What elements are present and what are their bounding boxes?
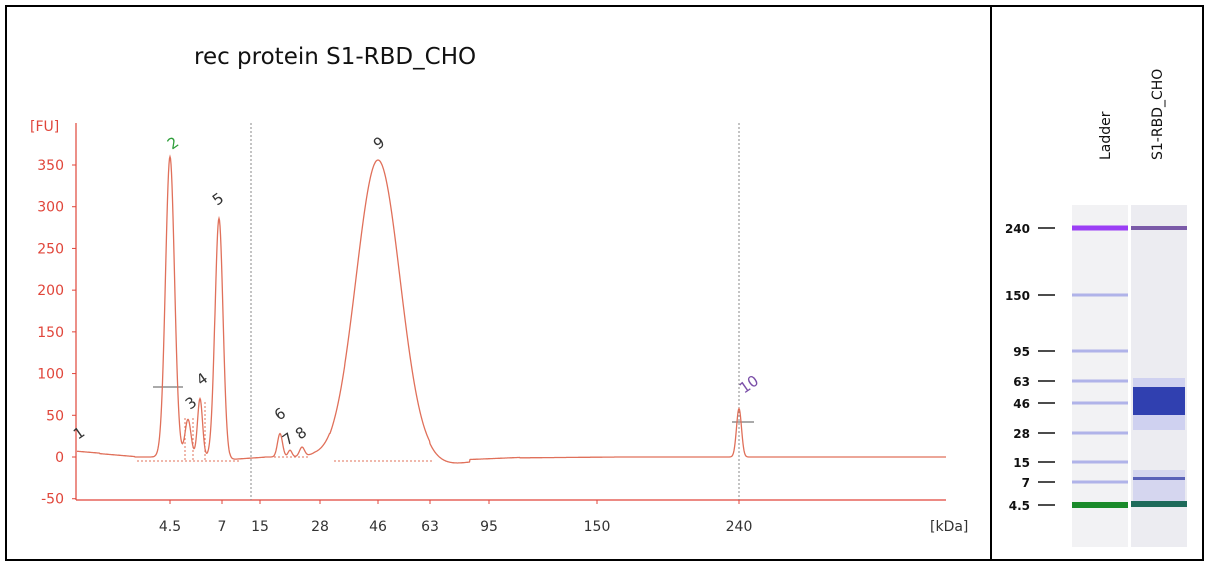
gel-marker-label: 46 bbox=[1013, 397, 1030, 411]
gel-lane-label: Ladder bbox=[1098, 111, 1114, 160]
gel-marker-label: 7 bbox=[1022, 476, 1030, 490]
y-tick-label: 200 bbox=[37, 283, 64, 299]
gel-lane-labels: Ladder S1-RBD_CHO bbox=[1098, 69, 1166, 160]
panel-divider bbox=[990, 5, 992, 561]
electropherogram-trace bbox=[76, 154, 946, 464]
y-ticks: -50 0 50 100 150 200 250 300 350 bbox=[37, 158, 76, 508]
peak-height-markers bbox=[153, 386, 754, 423]
gel-marker-label: 95 bbox=[1013, 345, 1030, 359]
y-tick-label: 150 bbox=[37, 325, 64, 341]
x-tick-label: 240 bbox=[726, 519, 753, 535]
ladder-band bbox=[1072, 401, 1128, 405]
gel-lanes bbox=[1072, 225, 1187, 508]
peak-baselines bbox=[137, 402, 432, 462]
ladder-band bbox=[1072, 460, 1128, 464]
x-tick-label: 28 bbox=[311, 519, 329, 535]
ladder-band bbox=[1072, 431, 1128, 435]
gel-lane-label: S1-RBD_CHO bbox=[1150, 69, 1166, 160]
y-tick-label: 350 bbox=[37, 158, 64, 174]
x-tick-label: 95 bbox=[480, 519, 498, 535]
chart-title: rec protein S1-RBD_CHO bbox=[194, 44, 477, 70]
peak-label: 1 bbox=[70, 423, 88, 443]
ladder-band bbox=[1072, 293, 1128, 297]
figure-frame bbox=[5, 5, 1204, 561]
sample-band bbox=[1131, 226, 1187, 230]
gel-marker-label: 63 bbox=[1013, 375, 1030, 389]
peak-label: 2 bbox=[164, 133, 182, 153]
x-axis-label: [kDa] bbox=[930, 519, 968, 535]
peak-label: 9 bbox=[370, 133, 388, 153]
ladder-band bbox=[1072, 502, 1128, 508]
sample-band bbox=[1131, 501, 1187, 507]
gel-marker-label: 150 bbox=[1005, 289, 1030, 303]
ladder-band bbox=[1072, 349, 1128, 353]
ladder-band bbox=[1072, 480, 1128, 484]
ladder-band bbox=[1072, 379, 1128, 383]
x-tick-label: 46 bbox=[369, 519, 387, 535]
gel-marker-label: 15 bbox=[1013, 456, 1030, 470]
peak-label: 8 bbox=[292, 423, 310, 443]
y-tick-label: 300 bbox=[37, 200, 64, 216]
x-tick-label: 150 bbox=[584, 519, 611, 535]
y-tick-label: -50 bbox=[41, 492, 64, 508]
sample-band bbox=[1133, 477, 1185, 480]
gel-marker-label: 28 bbox=[1013, 427, 1030, 441]
y-tick-label: 100 bbox=[37, 367, 64, 383]
x-tick-label: 7 bbox=[218, 519, 227, 535]
peak-label: 10 bbox=[736, 372, 762, 398]
peak-label: 5 bbox=[209, 189, 227, 209]
peak-label: 3 bbox=[182, 393, 200, 413]
peak-label: 6 bbox=[271, 404, 289, 424]
y-tick-label: 50 bbox=[46, 408, 64, 424]
gel-image bbox=[1072, 205, 1187, 547]
gel-markers: 240 150 95 63 46 28 15 7 4.5 bbox=[1005, 222, 1055, 513]
y-tick-label: 250 bbox=[37, 241, 64, 257]
y-tick-label: 0 bbox=[55, 450, 64, 466]
x-tick-label: 63 bbox=[421, 519, 439, 535]
x-tick-label: 4.5 bbox=[159, 519, 181, 535]
gel-marker-label: 4.5 bbox=[1009, 499, 1030, 513]
gel-marker-label: 240 bbox=[1005, 222, 1030, 236]
x-tick-label: 15 bbox=[251, 519, 269, 535]
peak-label: 4 bbox=[193, 369, 211, 389]
gel-background bbox=[1072, 205, 1128, 547]
gel-sample-main-band bbox=[1133, 387, 1185, 415]
ladder-band bbox=[1072, 225, 1128, 231]
y-axis-label: [FU] bbox=[30, 119, 59, 135]
gel-sample-lower-smear bbox=[1133, 470, 1185, 502]
x-ticks: 4.5 7 15 28 46 63 95 150 240 bbox=[159, 500, 753, 535]
